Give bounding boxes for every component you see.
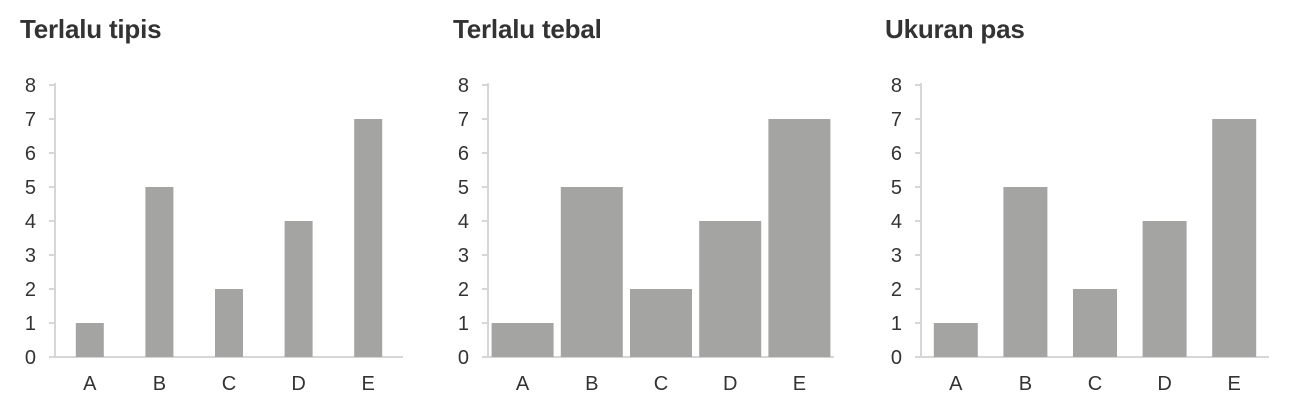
y-tick-label: 6 <box>891 143 902 165</box>
y-tick-label: 6 <box>458 143 469 165</box>
x-tick-label: C <box>654 373 668 395</box>
bar-A <box>75 323 104 357</box>
y-tick-label: 8 <box>458 75 469 97</box>
x-tick-label: B <box>1019 373 1032 395</box>
x-tick-label: C <box>222 373 236 395</box>
chart-panel-fit: Ukuran pas 0 1 2 3 4 5 6 7 8 A B C D E <box>864 0 1291 411</box>
y-tick-label: 2 <box>25 279 36 301</box>
bar-E <box>354 119 383 357</box>
y-tick-label: 8 <box>25 75 36 97</box>
chart-panel-thick: Terlalu tebal 0 1 2 3 4 5 6 7 8 A B C D E <box>432 0 862 411</box>
y-tick-label: 3 <box>891 245 902 267</box>
bar-B <box>1003 187 1048 357</box>
bar-chart-fit: 0 1 2 3 4 5 6 7 8 A B C D E <box>891 75 1269 395</box>
x-tick-label: E <box>793 373 806 395</box>
bar-E <box>768 119 831 357</box>
y-tick-label: 3 <box>458 245 469 267</box>
y-tick-label: 6 <box>25 143 36 165</box>
chart-title: Terlalu tipis <box>20 14 162 44</box>
y-tick-label: 0 <box>25 347 36 369</box>
chart-title: Ukuran pas <box>885 14 1025 44</box>
bar-D <box>1142 221 1187 357</box>
bar-chart-thick: 0 1 2 3 4 5 6 7 8 A B C D E <box>458 75 834 395</box>
x-tick-label: B <box>153 373 166 395</box>
x-tick-label: E <box>362 373 375 395</box>
bar-D <box>699 221 762 357</box>
bar-A <box>491 323 554 357</box>
chart-panel-thin: Terlalu tipis 0 1 2 3 4 5 6 7 8 A B C D E <box>0 0 430 411</box>
y-tick-label: 2 <box>458 279 469 301</box>
y-tick-label: 0 <box>891 347 902 369</box>
bar-chart-thin: 0 1 2 3 4 5 6 7 8 A B C D E <box>25 75 403 395</box>
bar-C <box>1073 289 1117 357</box>
y-tick-label: 4 <box>25 211 36 233</box>
y-tick-label: 7 <box>25 109 36 131</box>
x-tick-label: A <box>516 373 530 395</box>
y-tick-label: 4 <box>458 211 469 233</box>
y-tick-label: 5 <box>25 177 36 199</box>
y-tick-label: 8 <box>891 75 902 97</box>
bar-D <box>284 221 313 357</box>
bar-A <box>933 323 978 357</box>
chart-title: Terlalu tebal <box>453 14 602 44</box>
bar-C <box>630 289 692 357</box>
bar-C <box>215 289 243 357</box>
x-tick-label: A <box>949 373 963 395</box>
y-tick-label: 1 <box>458 313 469 335</box>
x-tick-label: A <box>83 373 97 395</box>
y-tick-label: 0 <box>458 347 469 369</box>
y-tick-label: 7 <box>458 109 469 131</box>
y-tick-label: 7 <box>891 109 902 131</box>
x-tick-label: E <box>1228 373 1241 395</box>
x-tick-label: D <box>1157 373 1171 395</box>
bar-B <box>560 187 623 357</box>
y-tick-label: 1 <box>891 313 902 335</box>
bar-E <box>1212 119 1257 357</box>
x-tick-label: B <box>585 373 598 395</box>
y-tick-label: 1 <box>25 313 36 335</box>
x-tick-label: C <box>1088 373 1102 395</box>
x-tick-label: D <box>723 373 737 395</box>
bar-B <box>145 187 174 357</box>
y-tick-label: 3 <box>25 245 36 267</box>
y-tick-label: 5 <box>891 177 902 199</box>
y-tick-label: 5 <box>458 177 469 199</box>
x-tick-label: D <box>291 373 305 395</box>
y-tick-label: 2 <box>891 279 902 301</box>
y-tick-label: 4 <box>891 211 902 233</box>
